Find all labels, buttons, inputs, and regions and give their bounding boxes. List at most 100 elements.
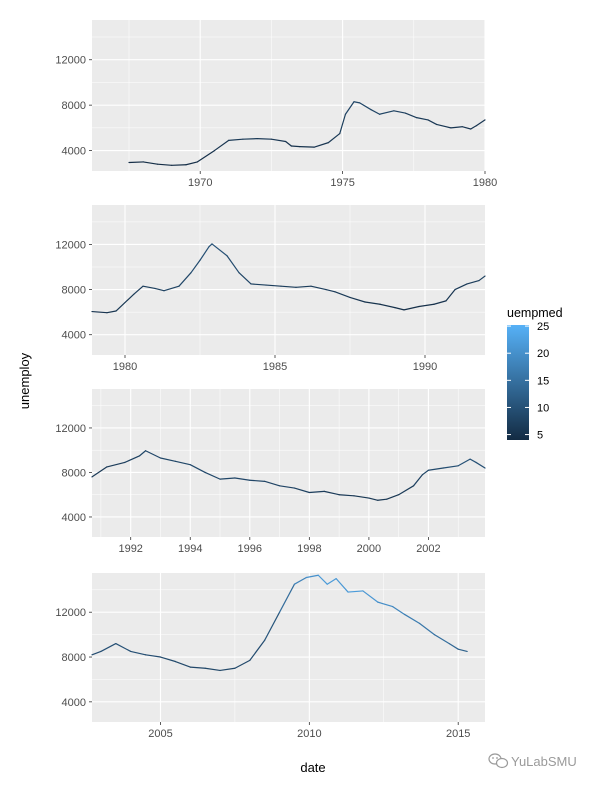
series-line-segment [427,119,438,126]
series-line-segment [295,285,312,288]
y-tick-label: 12000 [55,239,86,251]
series-line-segment [454,283,468,291]
series-line-segment [264,611,281,641]
series-line-segment [335,578,349,593]
y-tick-label: 12000 [55,423,86,435]
series-line-segment [91,310,108,314]
x-tick-label: 1996 [238,543,262,555]
series-line-segment [144,450,162,459]
series-line-segment [412,474,424,487]
x-tick-label: 1994 [178,543,202,555]
series-line-segment [265,284,282,287]
legend-tick-label: 5 [537,430,543,442]
series-line-segment [185,161,198,166]
series-line-segment [323,490,340,496]
series-line-segment [234,477,251,481]
legend-tick-label: 20 [537,348,549,360]
series-line-segment [196,149,216,163]
panel-background [92,205,485,355]
series-line-segment [317,574,328,585]
series-line-segment [475,119,486,127]
y-tick-label: 8000 [62,467,86,479]
series-line-segment [142,285,156,290]
x-tick-label: 2005 [148,728,172,740]
y-tick-label: 4000 [62,512,86,524]
series-line-segment [256,138,273,140]
series-line-segment [359,102,372,111]
watermark-text: YuLabSMU [511,754,577,769]
series-line-segment [249,639,266,661]
series-line-segment [338,494,355,497]
series-line-segment [353,101,361,104]
series-line-segment [115,293,135,312]
series-line-segment [189,666,206,669]
series-line-segment [457,458,471,467]
series-line-segment [379,303,396,309]
y-tick-label: 4000 [62,146,86,158]
series-line-segment [404,112,418,119]
series-line-segment [219,667,236,672]
series-line-segment [427,467,444,471]
x-tick-label: 1998 [297,543,321,555]
series-line-segment [353,495,370,499]
series-line-segment [139,450,147,457]
x-tick-label: 1975 [330,177,354,189]
series-line-segment [347,590,364,593]
y-tick-label: 4000 [62,330,86,342]
series-line-segment [435,123,452,129]
series-line-segment [394,307,405,311]
x-tick-label: 2015 [446,728,470,740]
series-line-segment [370,109,381,115]
series-line-segment [344,101,355,115]
series-line-segment [398,485,415,496]
series-line-segment [285,140,292,147]
series-line-segment [377,601,394,608]
series-line-segment [91,650,102,656]
watermark: YuLabSMU [488,753,577,769]
series-line-segment [171,164,187,166]
series-line-segment [442,465,459,469]
series-line-segment [163,285,180,292]
series-line-segment [270,138,287,143]
x-tick-label: 1992 [118,543,142,555]
series-line-segment [466,279,480,285]
series-line-segment [228,138,244,141]
series-line-segment [106,310,117,314]
y-tick-label: 8000 [62,285,86,297]
series-line-segment [478,275,486,282]
series-line-segment [364,301,381,305]
series-line-segment [154,287,165,292]
series-line-segment [219,477,236,480]
x-tick-label: 1985 [263,361,287,373]
series-line-segment [204,471,221,480]
panel-4: 4000 8000 12000 2005 2010 2015 [55,573,485,740]
series-line-segment [91,466,108,478]
series-line-segment [156,163,173,166]
series-line-segment [339,113,347,135]
panel-3: 4000 8000 12000 1992 1994 1996 1998 2000 2002 [55,389,486,555]
series-line-segment [448,642,459,650]
series-line-segment [280,285,297,288]
series-line-segment [349,296,366,303]
series-line-segment [293,487,310,494]
legend-colorbar [507,325,529,440]
x-tick-label: 2000 [357,543,381,555]
series-line-segment [264,480,281,487]
wechat-icon [488,753,509,769]
series-line-segment [159,656,176,663]
series-line-segment [368,497,379,501]
series-line-segment [174,460,191,466]
x-tick-label: 2010 [297,728,321,740]
series-line-segment [250,283,267,286]
series-line-segment [326,578,337,585]
series-line-segment [327,132,341,144]
series-line-segment [457,648,468,653]
series-line-segment [404,613,421,625]
series-line-segment [305,574,319,579]
legend-tick-label: 10 [537,402,549,414]
series-line-segment [115,642,132,653]
series-line-segment [308,490,325,494]
series-line-segment [213,139,230,152]
legend-tick-label: 25 [537,321,549,333]
